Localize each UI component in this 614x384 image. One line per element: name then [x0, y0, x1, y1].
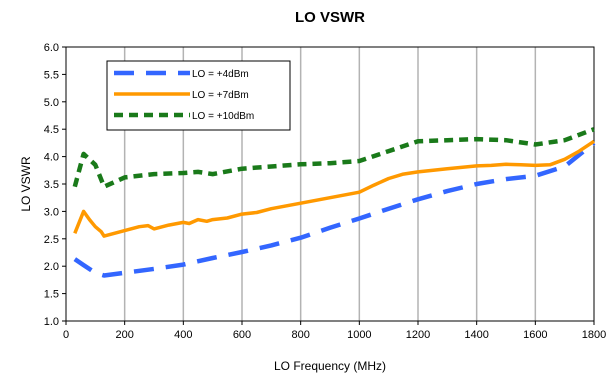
y-tick-label: 5.5	[44, 69, 59, 81]
y-axis: 1.0 1.5 2.0 2.5 3.0 3.5 4.0 4.5 5.0 5.5 6.0	[44, 42, 66, 328]
series-line-2	[73, 139, 595, 238]
series-line-3	[72, 127, 595, 189]
x-axis-label: LO Frequency (MHz)	[274, 359, 386, 373]
x-tick-label: 1200	[406, 329, 430, 341]
y-tick-label: 3.0	[44, 206, 59, 218]
x-tick-label: 0	[63, 329, 69, 341]
y-tick-label: 4.0	[44, 152, 59, 164]
legend-label-3: LO = +10dBm	[192, 111, 254, 122]
x-tick-label: 1000	[347, 329, 371, 341]
x-tick-label: 600	[233, 329, 251, 341]
y-tick-label: 4.5	[44, 124, 59, 136]
y-tick-label: 5.0	[44, 97, 59, 109]
chart-title: LO VSWR	[295, 9, 365, 26]
x-tick-label: 800	[291, 329, 309, 341]
x-tick-label: 200	[115, 329, 133, 341]
y-tick-label: 3.5	[44, 179, 59, 191]
series-line-1	[73, 141, 596, 278]
y-tick-label: 2.5	[44, 234, 59, 246]
y-tick-label: 2.0	[44, 261, 59, 273]
y-tick-label: 1.5	[44, 289, 59, 301]
x-tick-label: 1400	[464, 329, 488, 341]
legend-label-2: LO = +7dBm	[192, 90, 249, 101]
x-tick-label: 1800	[582, 329, 606, 341]
y-tick-label: 6.0	[44, 42, 59, 54]
y-tick-label: 1.0	[44, 316, 59, 328]
legend: LO = +4dBm LO = +7dBm LO = +10dBm	[106, 60, 291, 131]
x-axis: 0 200 400 600 800 1000 1200 1400 1600 1800	[63, 321, 606, 341]
x-tick-label: 1600	[523, 329, 547, 341]
series-lines	[72, 127, 596, 278]
x-tick-label: 400	[174, 329, 192, 341]
legend-label-1: LO = +4dBm	[192, 69, 249, 80]
y-axis-label: LO VSWR	[19, 156, 33, 212]
